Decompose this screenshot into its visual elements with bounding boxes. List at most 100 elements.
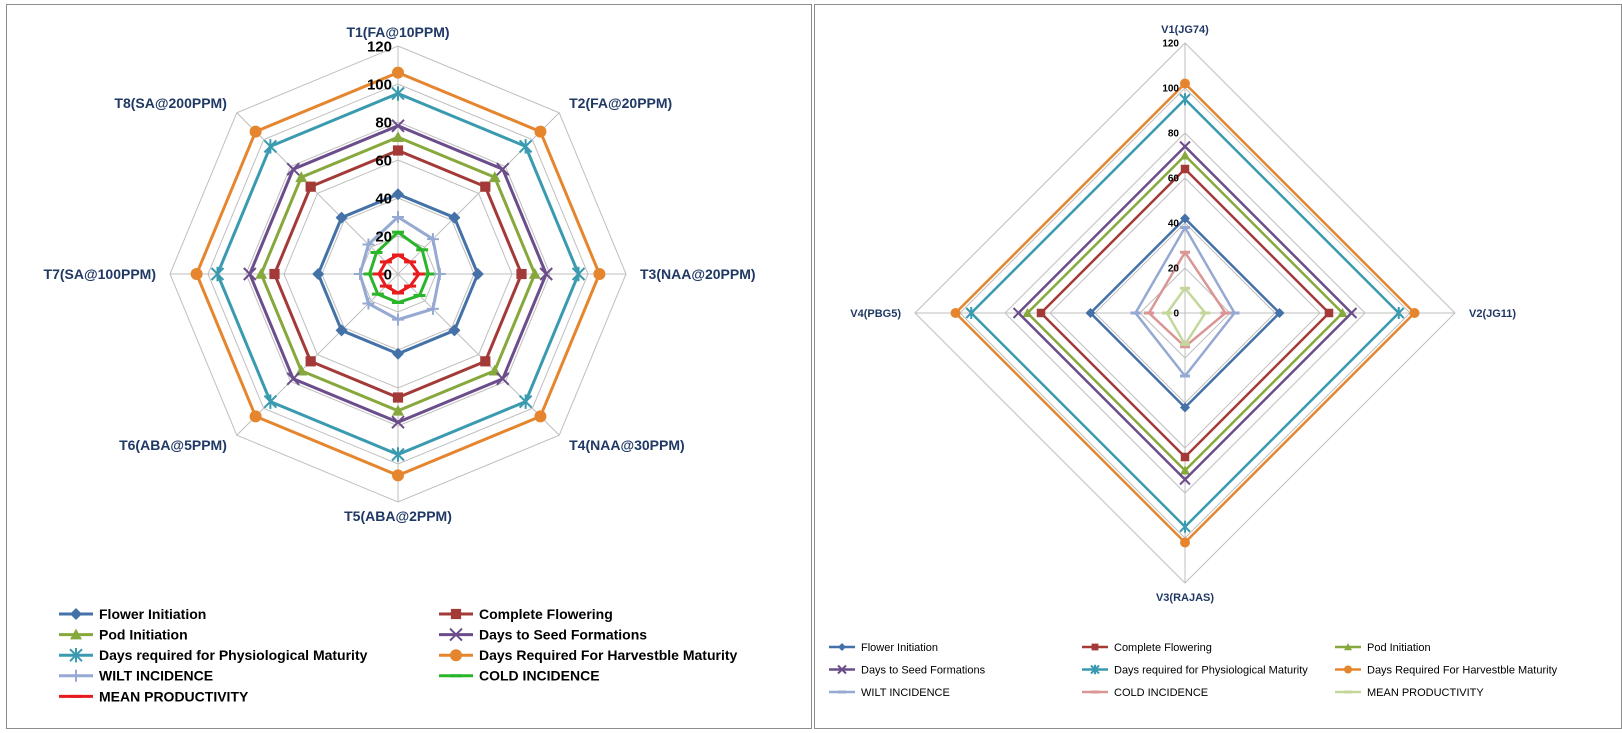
- legend-item: Pod Initiation: [59, 627, 188, 643]
- category-label: V1(JG74): [1161, 24, 1209, 36]
- data-point: [1012, 307, 1025, 319]
- series-1: [269, 145, 527, 403]
- series-6: [1130, 225, 1240, 379]
- legend-item: WILT INCIDENCE: [829, 687, 950, 699]
- data-point: [1180, 452, 1190, 462]
- legend-item: Complete Flowering: [439, 606, 613, 622]
- data-point: [1022, 308, 1033, 317]
- tick-label: 120: [1162, 39, 1179, 50]
- legend-key-marker: [70, 628, 82, 640]
- data-point: [1179, 520, 1191, 533]
- data-point: [471, 268, 484, 280]
- data-point: [391, 119, 405, 133]
- data-point: [480, 181, 491, 192]
- data-point: [426, 233, 439, 246]
- legend: Flower Initiation Complete Flowering Pod I…: [59, 606, 738, 704]
- series-2: [255, 131, 541, 416]
- data-point: [392, 188, 404, 201]
- legend-label: Complete Flowering: [479, 606, 613, 622]
- data-point: [312, 268, 325, 280]
- legend-item: WILT INCIDENCE: [59, 668, 213, 684]
- legend-key-marker: [838, 643, 846, 651]
- category-label: V3(RAJAS): [1156, 592, 1214, 604]
- legend-item: Flower Initiation: [829, 642, 938, 654]
- legend: Flower Initiation Complete Flowering Pod I…: [829, 642, 1558, 699]
- legend-key-marker: [1344, 643, 1352, 651]
- legend-label: Pod Initiation: [99, 627, 188, 643]
- series-3: [243, 119, 553, 429]
- data-point: [528, 268, 541, 279]
- legend-label: Days required for Physiological Maturity: [1114, 664, 1308, 676]
- legend-label: WILT INCIDENCE: [99, 668, 213, 684]
- data-point: [965, 307, 977, 319]
- data-point: [448, 324, 461, 337]
- data-point: [1274, 308, 1285, 318]
- category-label: T3(NAA@20PPM): [640, 266, 756, 282]
- legend-label: MEAN PRODUCTIVITY: [1367, 687, 1484, 699]
- data-point: [295, 171, 308, 183]
- legend-label: Pod Initiation: [1367, 642, 1431, 654]
- data-point: [392, 145, 404, 156]
- legend-label: Flower Initiation: [99, 606, 206, 622]
- series-0: [1085, 213, 1285, 413]
- category-label: T2(FA@20PPM): [569, 95, 672, 111]
- legend-item: Days Required For Harvestble Maturity: [1335, 664, 1558, 676]
- legend-label: Days to Seed Formations: [861, 664, 986, 676]
- tick-label: 0: [1173, 309, 1179, 320]
- tick-label: 120: [367, 38, 392, 55]
- tick-label: 60: [1168, 174, 1180, 185]
- data-point: [391, 415, 405, 429]
- radar-chart-varieties: 0 20 40 60 80 100 120 V1(JG74) V2(JG11) V3(RAJAS)…: [814, 4, 1622, 729]
- data-point: [335, 324, 348, 337]
- data-point: [1409, 308, 1420, 318]
- legend-key-marker: [1344, 665, 1352, 674]
- data-point: [1324, 308, 1334, 318]
- radar-chart-treatments-svg: 020406080100120T1(FA@10PPM)T2(FA@20PPM)T…: [44, 24, 756, 704]
- data-point: [255, 268, 268, 279]
- category-labels: T1(FA@10PPM) T2(FA@20PPM) T3(NAA@20PPM) T4(…: [44, 24, 756, 524]
- data-point: [496, 372, 510, 386]
- legend-label: Complete Flowering: [1114, 642, 1212, 654]
- category-label: V2(JG11): [1469, 308, 1516, 320]
- data-point: [480, 356, 491, 367]
- legend-label: Days Required For Harvestble Maturity: [479, 647, 738, 663]
- radar-series: [950, 78, 1420, 548]
- data-point: [249, 410, 262, 423]
- data-point: [1337, 308, 1348, 317]
- data-point: [391, 86, 405, 101]
- data-point: [249, 125, 262, 138]
- legend-key-marker: [1091, 643, 1099, 651]
- grid-spoke: [397, 112, 560, 275]
- category-label: T8(SA@200PPM): [114, 95, 226, 111]
- data-point: [1345, 307, 1358, 319]
- data-point: [392, 404, 404, 416]
- data-point: [496, 162, 510, 176]
- legend-key-marker: [450, 649, 462, 662]
- series-7: [363, 230, 435, 305]
- category-label: T1(FA@10PPM): [346, 24, 449, 40]
- legend-key-marker: [70, 608, 82, 620]
- series-7: [1144, 249, 1231, 349]
- radar-series: [190, 66, 606, 482]
- series-8: [1162, 286, 1211, 347]
- data-point: [263, 139, 278, 154]
- series-line: [1147, 249, 1228, 349]
- legend-item: COLD INCIDENCE: [1082, 687, 1208, 699]
- data-point: [263, 394, 278, 409]
- legend-key-marker: [1090, 664, 1100, 675]
- legend-key-marker: [837, 664, 847, 675]
- tick-label: 100: [367, 76, 392, 93]
- tick-label: 20: [375, 228, 392, 245]
- legend-item: MEAN PRODUCTIVITY: [59, 688, 249, 704]
- data-point: [1180, 402, 1190, 413]
- data-point: [392, 392, 404, 403]
- legend-item: MEAN PRODUCTIVITY: [1335, 687, 1484, 699]
- radar-grid: [169, 45, 627, 503]
- tick-labels: 0 20 40 60 80 100 120: [1162, 39, 1179, 320]
- tick-label: 100: [1162, 84, 1179, 95]
- category-label: T7(SA@100PPM): [44, 266, 156, 282]
- data-point: [593, 268, 606, 280]
- data-point: [392, 469, 404, 482]
- data-point: [1180, 164, 1190, 174]
- data-point: [1036, 308, 1046, 318]
